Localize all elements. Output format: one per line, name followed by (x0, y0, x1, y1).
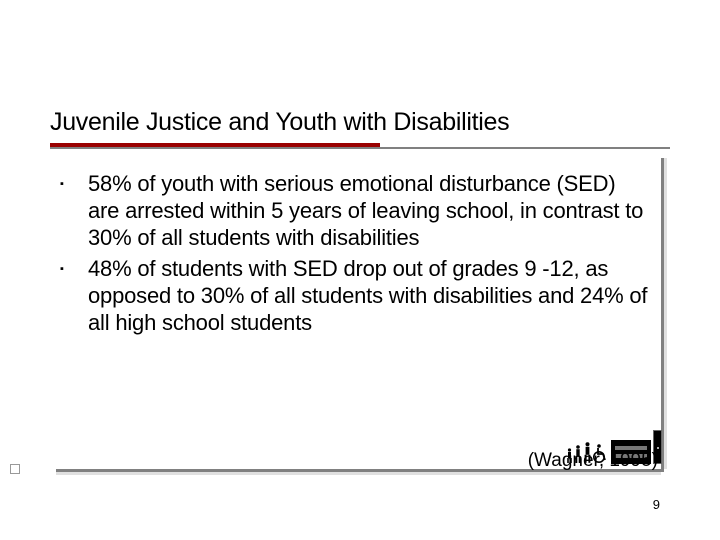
bullet-marker-icon: ▪ (60, 255, 88, 275)
bullet-text: 58% of youth with serious emotional dist… (88, 170, 650, 251)
citation: (Wagner, 1995) (528, 450, 658, 472)
bullet-item: ▪ 48% of students with SED drop out of g… (60, 255, 650, 336)
bullet-marker-icon: ▪ (60, 170, 88, 190)
bullet-list: ▪ 58% of youth with serious emotional di… (60, 170, 650, 340)
bullet-text: 48% of students with SED drop out of gra… (88, 255, 650, 336)
slide-title: Juvenile Justice and Youth with Disabili… (50, 108, 670, 137)
slide-number: 9 (653, 497, 660, 512)
slide: Juvenile Justice and Youth with Disabili… (0, 0, 720, 540)
bullet-item: ▪ 58% of youth with serious emotional di… (60, 170, 650, 251)
decorative-corner-box (10, 464, 20, 474)
title-area: Juvenile Justice and Youth with Disabili… (50, 108, 670, 137)
title-underline (50, 143, 670, 149)
accent-rule-gray (50, 147, 670, 149)
